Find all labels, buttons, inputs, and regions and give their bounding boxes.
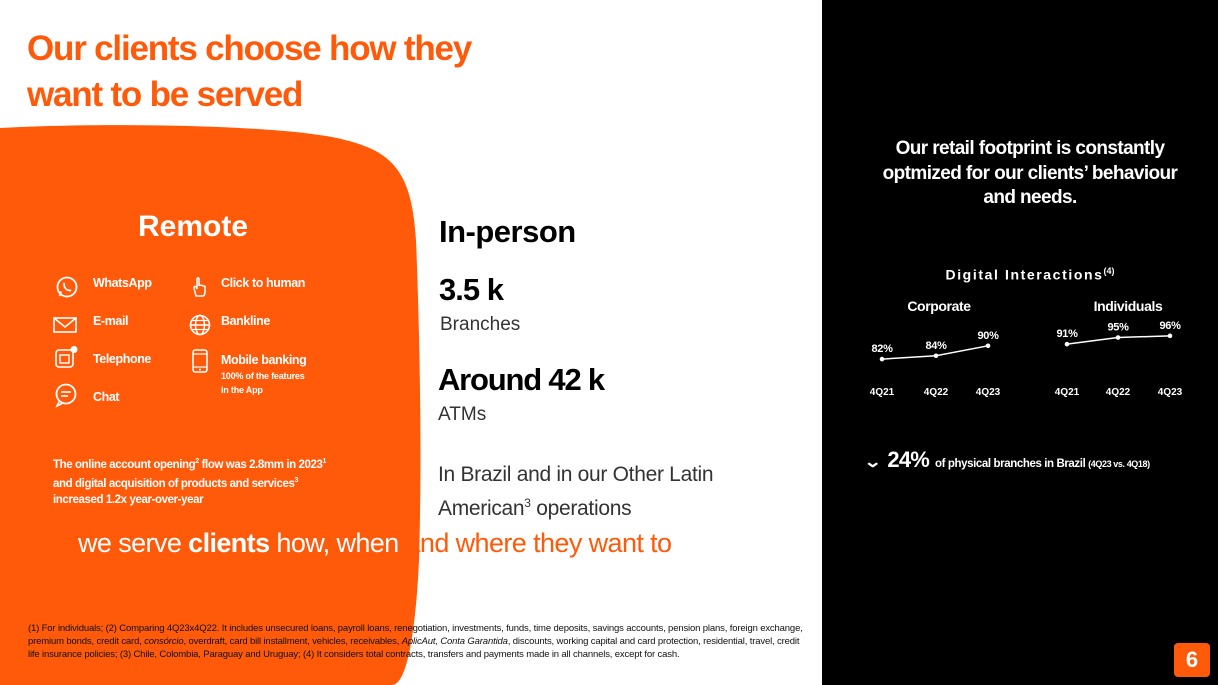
retail-footprint-heading: Our retail footprint is constantly optmi… [882,138,1178,208]
data-point [879,356,885,362]
channel-click-to-human: Click to human [221,276,305,290]
online-account-note: The online account opening2 flow was 2.8… [53,458,327,506]
orange-background-shape [0,125,421,685]
data-label: 96% [1159,320,1181,332]
page-number: 6 [1174,643,1210,677]
right-dark-panel [822,0,1218,685]
data-label: 95% [1107,322,1129,334]
pointer-hand-icon [186,274,212,300]
digital-interactions-heading: Digital Interactions(4) [945,266,1115,283]
data-point [985,343,991,349]
mobile-banking-note: 100% of the features in the App [221,371,305,395]
x-tick-label: 4Q22 [1106,387,1131,398]
whatsapp-icon [54,274,80,300]
remote-heading: Remote [137,210,249,243]
in-person-heading: In-person [439,214,576,249]
digital-interactions-charts: Corporate 82% 4Q21 84% 4Q22 90% 4Q23 Individua… [870,298,1183,398]
channel-whatsapp: WhatsApp [93,276,152,290]
telephone-icon [53,345,79,371]
individuals-chart: Individuals 91% 4Q21 95% 4Q22 96% 4Q23 [1055,298,1183,398]
footnotes: (1) For individuals; (2) Comparing 4Q23x… [28,623,803,661]
data-point [1167,333,1173,339]
channel-telephone: Telephone [93,352,151,366]
tagline: we serve clients how, when and where the… [78,528,672,558]
chart-title: Corporate [907,298,971,314]
channel-bankline: Bankline [221,314,270,328]
x-tick-label: 4Q23 [976,387,1001,398]
x-tick-label: 4Q23 [1158,387,1183,398]
data-label: 84% [925,340,947,352]
branches-label: Branches [440,314,521,335]
data-label: 90% [977,330,999,342]
chat-bubble-icon [53,382,79,408]
branches-change: ⌄ 24% of physical branches in Brazil (4Q23… [863,447,1150,473]
branches-change-value: 24% [887,447,930,472]
channel-chat: Chat [93,390,120,404]
x-tick-label: 4Q22 [924,387,949,398]
channel-mobile-banking: Mobile banking [221,353,307,367]
data-point [1064,341,1070,347]
data-point [1115,335,1121,340]
x-tick-label: 4Q21 [870,387,895,398]
chart-title: Individuals [1094,298,1163,314]
branches-value: 3.5 k [439,272,504,307]
data-point [933,353,939,359]
branches-change-text: of physical branches in Brazil (4Q23 vs.… [935,458,1150,470]
atms-value: Around 42 k [438,362,605,397]
envelope-icon [52,312,78,338]
corporate-chart: Corporate 82% 4Q21 84% 4Q22 90% 4Q23 [870,298,1001,398]
globe-icon [187,312,213,338]
channel-email: E-mail [93,314,129,328]
x-tick-label: 4Q21 [1055,387,1080,398]
data-label: 82% [871,343,893,355]
chevron-down-icon: ⌄ [863,454,883,471]
page-title: Our clients choose how they want to be s… [27,29,472,114]
smartphone-icon [187,348,213,374]
atms-label: ATMs [438,404,487,425]
latam-operations-note: In Brazil and in our Other Latin America… [438,463,714,520]
data-label: 91% [1056,328,1078,340]
